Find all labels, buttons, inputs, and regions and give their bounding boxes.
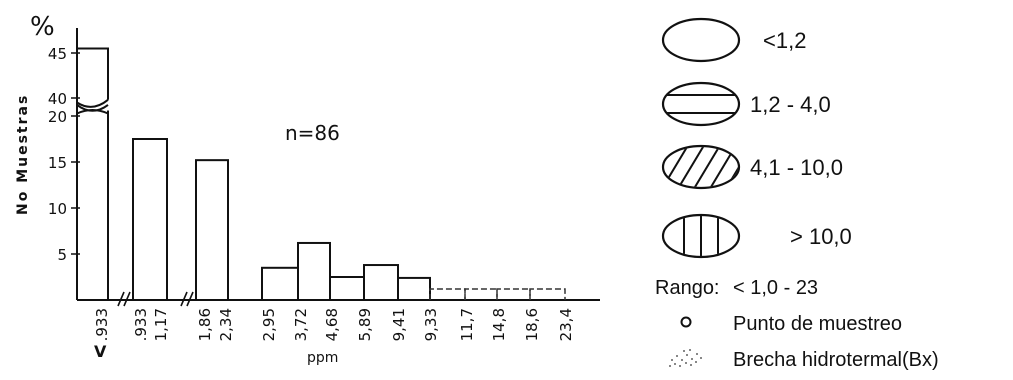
x-tick-label: 1,17 (152, 308, 170, 341)
x-tick-label: 11,7 (458, 308, 476, 341)
bar-rect (397, 276, 431, 302)
y-tick-label: 10 (48, 200, 67, 218)
x-tick-labels: .933.933 1,17 1,86 2,34 2,95 3,72 4,68 5,89 9,41… (93, 308, 575, 361)
legend-label-3: 4,1 - 10,0 (750, 155, 843, 180)
legend-symbol-ellipse-vertical-hatch (661, 213, 741, 259)
chart-bars (76, 47, 566, 302)
y-tick-label: 15 (48, 154, 67, 172)
x-tick-label: 2,95 (260, 308, 278, 341)
y-tick-label: 40 (48, 90, 67, 108)
y-tick-label: 5 (57, 246, 67, 264)
bar-rect (529, 288, 566, 300)
y-axis-title: No Muestras (15, 94, 31, 215)
legend-breccia-label: Brecha hidrotermal(Bx) (733, 349, 939, 371)
legend-label-4: > 10,0 (790, 224, 852, 249)
x-tick-label: 23,4 (557, 308, 575, 341)
bar-rect (329, 276, 365, 301)
legend-sample-point-label: Punto de muestreo (733, 313, 902, 335)
legend-label-2: 1,2 - 4,0 (750, 92, 831, 117)
x-tick-prefix: V (94, 342, 107, 361)
x-tick-label: 9,33 (422, 308, 440, 341)
sample-count-annotation: n=86 (285, 121, 340, 145)
x-axis-title: ppm (307, 350, 338, 366)
x-tick-label: 2,34 (217, 308, 235, 341)
bar-rect (496, 288, 531, 300)
x-tick-label: 14,8 (490, 308, 508, 341)
bar-rect (132, 138, 168, 301)
bar-rect (297, 241, 331, 302)
y-unit-label: % (30, 12, 55, 42)
bar-rect (76, 47, 109, 300)
x-tick-label: 9,41 (390, 308, 408, 341)
bar-rect (464, 288, 498, 300)
y-tick-label: 20 (48, 108, 67, 126)
x-tick-label: 5,89 (356, 308, 374, 341)
legend-range-value: < 1,0 - 23 (733, 277, 818, 299)
legend-symbol-ellipse-empty (661, 17, 741, 63)
axis-break-mark (117, 291, 131, 307)
legend-symbol-ellipse-diagonal-hatch (661, 144, 741, 190)
breccia-stipple-icon (669, 349, 702, 367)
x-tick-label: 4,68 (323, 308, 341, 341)
legend-range-label: Rango: (655, 277, 720, 299)
bar-rect (195, 159, 229, 301)
x-tick-label: 18,6 (523, 308, 541, 341)
legend-symbol-ellipse-horizontal-band (661, 81, 741, 127)
x-tick-label: .933 (132, 308, 150, 341)
sample-point-icon (680, 316, 692, 328)
axis-break-mark (180, 291, 194, 307)
y-tick-label: 45 (48, 45, 67, 63)
legend-label-1: <1,2 (763, 28, 806, 53)
bar-rect (261, 266, 299, 301)
bar-rect (429, 288, 466, 300)
bar-rect (363, 264, 399, 302)
legend: <1,2 1,2 - 4,0 4,1 - 10,0 (655, 17, 939, 371)
x-tick-label: 3,72 (292, 308, 310, 341)
x-tick-label: .933 (93, 308, 111, 341)
x-tick-label: 1,86 (196, 308, 214, 341)
